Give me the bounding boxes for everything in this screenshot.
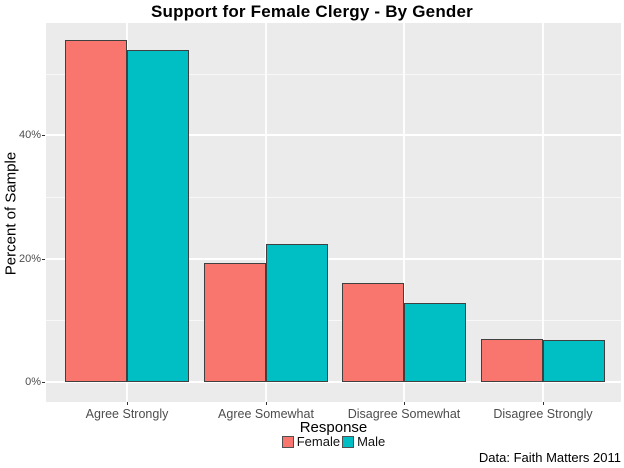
data-source-caption: Data: Faith Matters 2011 bbox=[478, 450, 621, 465]
y-tick-label: 20% bbox=[18, 252, 41, 265]
y-axis-title: Percent of Sample bbox=[2, 151, 20, 276]
bar-male-disagree-strongly bbox=[543, 340, 605, 382]
y-tick-label: 0% bbox=[25, 376, 41, 388]
x-tick-mark bbox=[266, 402, 267, 405]
x-tick-mark bbox=[127, 402, 128, 405]
legend-swatch-female bbox=[281, 435, 294, 448]
chart-title: Support for Female Clergy - By Gender bbox=[151, 2, 473, 21]
gridline-minor bbox=[46, 73, 621, 75]
bar-female-agree-strongly bbox=[65, 40, 127, 382]
y-tick-label: 40% bbox=[18, 129, 41, 142]
x-tick-mark bbox=[543, 402, 544, 405]
bar-female-disagree-strongly bbox=[481, 339, 543, 382]
y-tick-mark bbox=[42, 135, 45, 137]
gridline-vertical bbox=[403, 23, 405, 402]
bar-female-disagree-somewhat bbox=[342, 283, 404, 382]
gridline-minor bbox=[46, 196, 621, 198]
legend-label: Female bbox=[296, 434, 341, 449]
gridline-major bbox=[46, 134, 621, 137]
gridline-minor bbox=[46, 320, 621, 322]
x-axis-title: Response bbox=[299, 419, 368, 436]
bar-male-agree-somewhat bbox=[266, 243, 328, 382]
gridline-vertical bbox=[542, 23, 544, 402]
plot-panel bbox=[46, 23, 621, 402]
bar-male-disagree-somewhat bbox=[404, 303, 466, 382]
y-tick-mark bbox=[42, 258, 45, 260]
x-category-label: Disagree Somewhat bbox=[347, 407, 461, 421]
x-category-label: Disagree Strongly bbox=[493, 407, 593, 421]
x-category-label: Agree Strongly bbox=[85, 407, 169, 421]
legend-item-female: Female bbox=[281, 434, 341, 449]
legend-label: Male bbox=[357, 434, 386, 449]
x-tick-mark bbox=[404, 402, 405, 405]
y-tick-mark bbox=[42, 382, 45, 383]
legend-item-male: Male bbox=[342, 434, 385, 449]
gridline-major bbox=[46, 381, 621, 383]
gridline-vertical bbox=[265, 23, 267, 402]
legend-swatch-male bbox=[342, 435, 355, 448]
legend: Female Male bbox=[46, 434, 621, 449]
gridline-major bbox=[46, 257, 621, 260]
bar-male-agree-strongly bbox=[127, 49, 189, 382]
x-category-label: Agree Somewhat bbox=[218, 407, 314, 421]
bar-female-agree-somewhat bbox=[204, 262, 266, 382]
